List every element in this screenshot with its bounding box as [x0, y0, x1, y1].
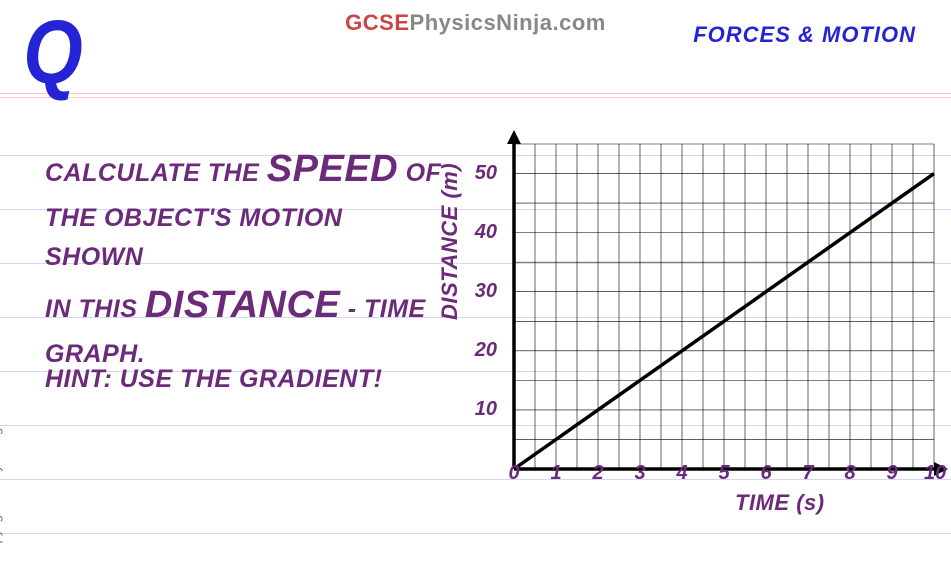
- q-seg: - TIME: [340, 295, 425, 323]
- brand-part-gcse: GCSE: [345, 10, 409, 35]
- x-tick-label: 10: [924, 462, 944, 485]
- x-axis-label-text: TIME: [735, 490, 790, 515]
- y-tick-label: 30: [475, 280, 497, 303]
- distance-time-chart: DISTANCE (m) TIME (s) 102030405001234567…: [445, 130, 935, 550]
- x-tick-label: 1: [546, 462, 566, 485]
- q-seg-big: DISTANCE: [145, 284, 340, 326]
- q-seg: CALCULATE THE: [45, 159, 267, 187]
- x-tick-label: 2: [588, 462, 608, 485]
- x-tick-label: 0: [504, 462, 524, 485]
- x-tick-label: 8: [840, 462, 860, 485]
- x-axis-label: TIME (s): [735, 490, 825, 516]
- x-tick-label: 7: [798, 462, 818, 485]
- chart-svg: [500, 130, 948, 483]
- y-axis-label: DISTANCE (m): [437, 163, 463, 320]
- x-tick-label: 4: [672, 462, 692, 485]
- x-tick-label: 6: [756, 462, 776, 485]
- y-tick-label: 10: [475, 398, 497, 421]
- x-tick-label: 5: [714, 462, 734, 485]
- x-axis-unit: (s): [796, 490, 824, 515]
- brand-part-rest: PhysicsNinja.com: [410, 10, 606, 35]
- question-text: CALCULATE THE SPEED OF THE OBJECT'S MOTI…: [45, 140, 445, 374]
- y-axis-label-text: DISTANCE: [437, 205, 462, 320]
- y-tick-label: 50: [475, 162, 497, 185]
- q-seg: THE OBJECT'S MOTION SHOWN: [45, 204, 342, 271]
- y-tick-label: 40: [475, 221, 497, 244]
- q-seg: OF: [398, 159, 441, 187]
- hint-text: HINT: USE THE GRADIENT!: [45, 365, 382, 394]
- q-seg-big: SPEED: [267, 148, 398, 190]
- q-seg: IN THIS: [45, 295, 145, 323]
- copyright-text: Copyright © Olly Wedgwood 2013: [0, 364, 3, 560]
- topic-label: FORCES & MOTION: [693, 22, 916, 48]
- y-axis-unit: (m): [437, 163, 462, 199]
- x-tick-label: 9: [882, 462, 902, 485]
- y-tick-label: 20: [475, 339, 497, 362]
- x-tick-label: 3: [630, 462, 650, 485]
